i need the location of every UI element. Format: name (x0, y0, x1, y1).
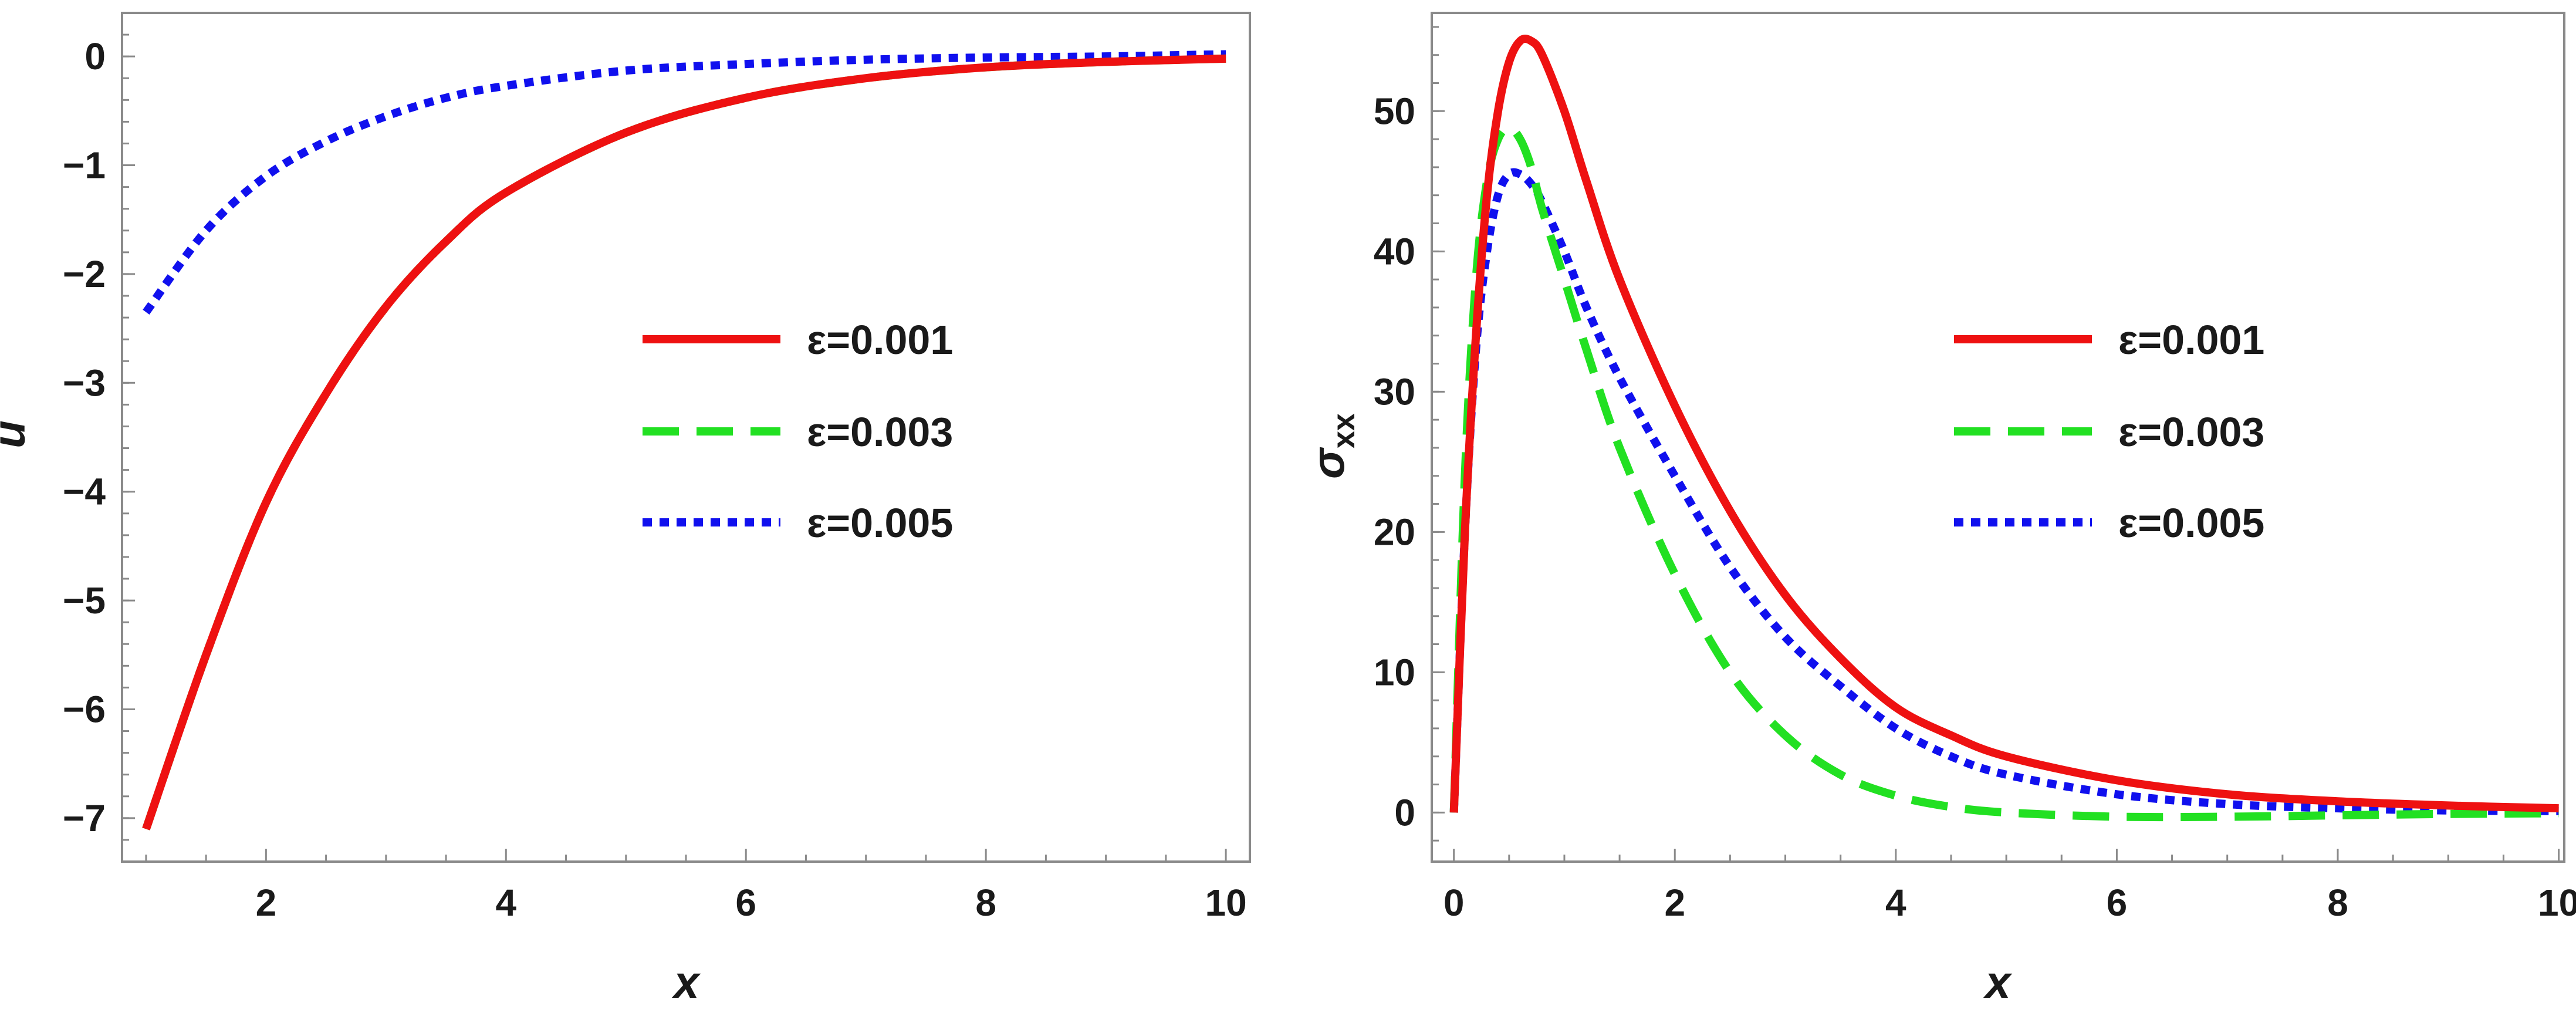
y-axis-subscript: xx (1326, 413, 1361, 448)
series-line-solid (1449, 35, 2559, 813)
x-tick-label: 0 (1443, 882, 1465, 924)
y-tick-label: 50 (1374, 90, 1415, 132)
x-tick-label: 4 (496, 882, 517, 924)
displacement-chart: 2468100−1−2−3−4−5−6−7xuε=0.001ε=0.003ε=0… (0, 12, 1251, 1008)
y-axis-label: u (0, 420, 35, 448)
y-tick-label: −4 (63, 471, 106, 513)
x-tick-label: 10 (2538, 882, 2576, 924)
legend-label: ε=0.003 (807, 409, 953, 455)
legend-label: ε=0.001 (807, 317, 953, 363)
stress-chart: 0 2 4 6 8 1001020304050xσxxε=0.001ε=0.003ε=0.… (1302, 12, 2576, 1008)
y-tick-label: 30 (1374, 370, 1415, 413)
y-tick-label: −6 (63, 688, 106, 730)
legend: ε=0.001 ε=0.003 ε=0.005 (643, 317, 953, 546)
y-tick-label: 0 (84, 35, 106, 77)
y-tick-label: 40 (1374, 230, 1415, 272)
legend-label: ε=0.005 (2118, 500, 2264, 546)
legend-label: ε=0.005 (807, 500, 953, 546)
legend-label: ε=0.001 (2118, 317, 2264, 363)
x-tick-label: 8 (975, 882, 996, 924)
y-axis-symbol: σ (1302, 447, 1354, 479)
x-tick-label: 2 (256, 882, 277, 924)
y-tick-label: 0 (1394, 791, 1415, 833)
y-tick-label: 10 (1374, 651, 1415, 693)
y-tick-label: −1 (63, 144, 106, 187)
y-tick-label: −7 (63, 797, 106, 839)
x-tick-label: 8 (2327, 882, 2348, 924)
series-line-dotted (1449, 168, 2559, 815)
y-tick-label: 20 (1374, 511, 1415, 553)
y-tick-label: −5 (63, 579, 106, 622)
y-tick-label: −2 (63, 253, 106, 295)
y-axis-symbol: u (0, 420, 35, 448)
x-tick-label: 10 (1205, 882, 1247, 924)
x-tick-label: 6 (735, 882, 756, 924)
series-line-dotted (143, 50, 1226, 315)
x-tick-label: 6 (2107, 882, 2128, 924)
legend-label: ε=0.003 (2118, 409, 2264, 455)
x-tick-label: 2 (1664, 882, 1685, 924)
x-tick-label: 4 (1885, 882, 1906, 924)
y-tick-label: −3 (63, 362, 106, 404)
x-axis-label: x (1983, 956, 2013, 1008)
y-axis-label: σxx (1302, 413, 1361, 479)
plot-frame (1431, 12, 2565, 863)
legend: ε=0.001 ε=0.003 ε=0.005 (1954, 317, 2264, 546)
series-line-solid (142, 54, 1226, 831)
x-axis-label: x (671, 956, 701, 1008)
